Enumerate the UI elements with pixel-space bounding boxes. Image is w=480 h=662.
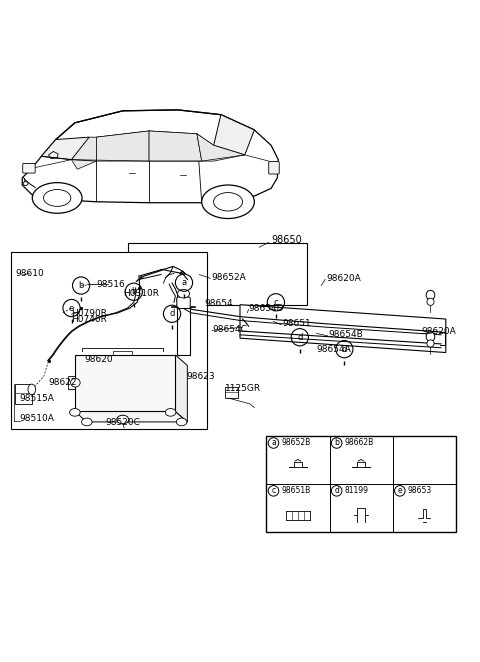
Text: 98662B: 98662B [344,438,373,448]
Polygon shape [68,377,76,389]
Ellipse shape [117,415,129,424]
Text: H0740R: H0740R [72,316,108,324]
FancyBboxPatch shape [177,297,190,308]
Text: 98651: 98651 [282,319,311,328]
Text: e: e [397,487,402,495]
Text: 1125GR: 1125GR [225,384,261,393]
Polygon shape [75,411,187,422]
Ellipse shape [214,193,242,211]
Polygon shape [240,305,446,353]
FancyBboxPatch shape [23,164,35,173]
Ellipse shape [165,408,176,416]
Ellipse shape [427,340,434,347]
Polygon shape [22,110,278,203]
Text: 98654D: 98654D [249,304,284,313]
Polygon shape [113,351,132,355]
Text: 98620A: 98620A [422,328,456,336]
Text: 98515A: 98515A [20,395,55,403]
Polygon shape [149,131,202,161]
Text: d: d [342,345,347,354]
Polygon shape [15,384,32,404]
Text: 98654: 98654 [204,299,233,308]
Ellipse shape [202,185,254,218]
Text: 98654A: 98654A [317,345,351,354]
Text: c: c [274,298,278,307]
FancyBboxPatch shape [11,252,207,429]
FancyBboxPatch shape [225,387,238,398]
Text: a: a [271,438,276,448]
Text: 98620A: 98620A [326,274,361,283]
Text: b: b [131,287,136,297]
Text: e: e [69,303,74,312]
Polygon shape [214,115,254,155]
Text: 98520C: 98520C [105,418,140,428]
FancyBboxPatch shape [128,244,307,305]
Text: H0790R: H0790R [72,308,108,318]
Polygon shape [175,355,187,422]
FancyBboxPatch shape [269,162,279,174]
Text: 98652B: 98652B [281,438,311,448]
Text: 98610: 98610 [15,269,44,278]
Text: d: d [334,487,339,495]
Polygon shape [96,131,149,161]
Text: 98623: 98623 [186,372,215,381]
Text: a: a [181,278,187,287]
Text: 98516: 98516 [96,279,125,289]
Polygon shape [72,137,96,169]
Ellipse shape [70,408,80,416]
Polygon shape [197,134,245,161]
Text: 98654B: 98654B [328,330,363,340]
Text: 81199: 81199 [344,487,368,495]
FancyBboxPatch shape [266,436,456,532]
Ellipse shape [23,181,28,185]
Text: b: b [78,281,84,290]
Text: 98510A: 98510A [20,414,55,422]
Ellipse shape [71,379,80,387]
Text: H0310R: H0310R [123,289,159,298]
Ellipse shape [28,384,36,395]
Text: b: b [334,438,339,448]
Ellipse shape [176,418,187,426]
Text: 98653: 98653 [408,487,432,495]
Text: 98620: 98620 [84,355,113,364]
Text: 98650: 98650 [271,235,302,245]
Text: c: c [272,487,276,495]
Ellipse shape [32,183,82,213]
Text: d: d [169,309,175,318]
Ellipse shape [426,291,435,300]
Text: d: d [297,333,302,342]
Text: 98652A: 98652A [211,273,246,282]
Ellipse shape [44,189,71,207]
Ellipse shape [427,298,434,305]
Text: 98654C: 98654C [212,325,247,334]
Text: 98622: 98622 [48,378,77,387]
Ellipse shape [178,289,190,298]
FancyBboxPatch shape [75,355,175,411]
Ellipse shape [426,332,435,342]
Polygon shape [41,137,89,160]
Ellipse shape [82,418,92,426]
Text: 98651B: 98651B [281,487,311,495]
